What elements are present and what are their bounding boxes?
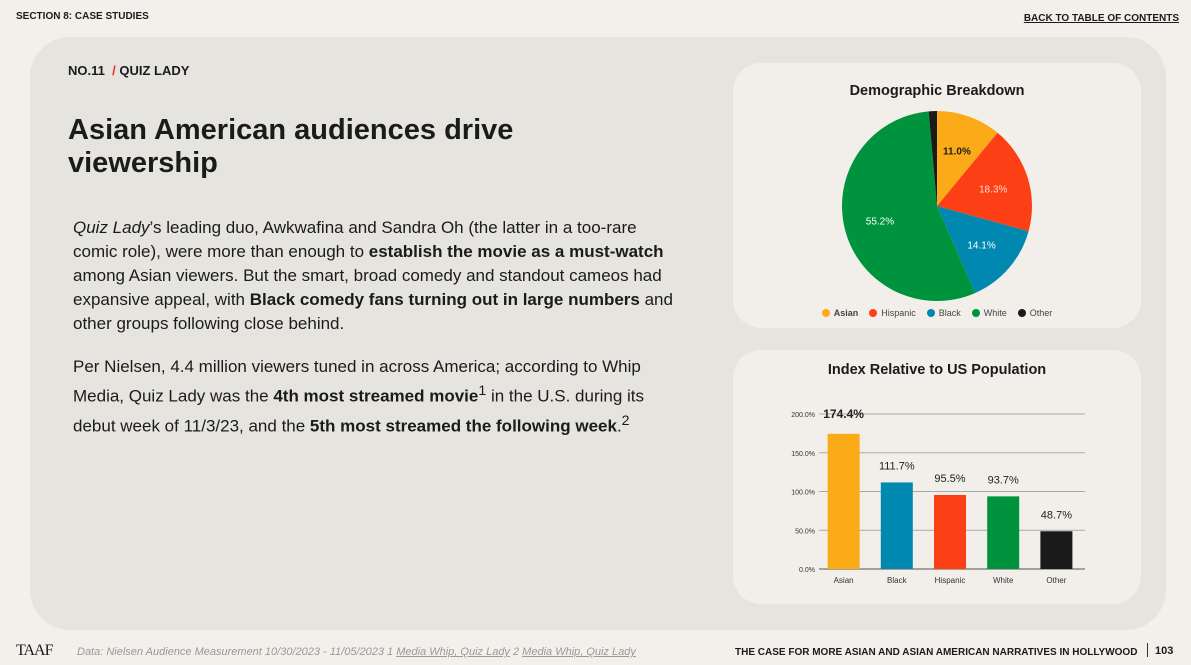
legend-label: Hispanic [881, 308, 916, 318]
text: Per Nielsen, 4.4 million viewers tuned i… [73, 357, 641, 406]
legend-item: Hispanic [869, 308, 916, 318]
source-link-2[interactable]: Media Whip, Quiz Lady [522, 646, 636, 658]
pie-chart-title: Demographic Breakdown [849, 83, 1025, 99]
x-tick-label: Black [887, 576, 908, 585]
legend-label: White [983, 308, 1007, 318]
case-title: QUIZ LADY [119, 63, 190, 78]
bar-hispanic [934, 494, 966, 569]
pie-label: 55.2% [866, 217, 894, 228]
footer-title: THE CASE FOR MORE ASIAN AND ASIAN AMERIC… [735, 647, 1138, 658]
bar-black [880, 482, 913, 569]
pie-slice-asian [937, 111, 998, 206]
legend-swatch [926, 309, 935, 317]
bar-value-label: 95.5% [934, 473, 965, 485]
text: in the U.S. during its debut week of 11/… [73, 386, 645, 436]
logo: TAAF [16, 642, 53, 659]
pie-label: 18.3% [979, 184, 1007, 195]
paragraph-1: Quiz Lady’s leading duo, Awkwafina and S… [73, 216, 673, 336]
bar-chart-card: Index Relative to US Population 0.0% 50.0… [733, 350, 1141, 604]
page-number: 103 [1155, 645, 1174, 657]
back-to-toc-link[interactable]: BACK TO TABLE OF CONTENTS [1023, 13, 1179, 24]
bar-value-label: 174.4% [823, 407, 864, 421]
divider [1147, 643, 1148, 657]
bar-value-label: 93.7% [988, 474, 1019, 486]
bold-text: Black comedy fans turning out in large n… [249, 290, 640, 309]
legend-swatch [971, 309, 980, 317]
pie-chart: 11.0% 18.3% 14.1% 55.2% [842, 111, 1032, 301]
legend-label: Asian [833, 308, 859, 318]
source-link-1[interactable]: Media Whip, Quiz Lady [396, 646, 510, 658]
pie-slice-other [928, 111, 937, 206]
source-text: 2 [509, 646, 523, 658]
bar-chart: 0.0% 50.0% 100.0% 150.0% 200.0% 174.4% Asian 11… [791, 407, 1085, 585]
bar-chart-title: Index Relative to US Population [827, 362, 1047, 378]
section-label: SECTION 8: CASE STUDIES [16, 11, 149, 22]
y-tick-label: 150.0% [791, 451, 815, 458]
bold-text: 4th most streamed movie [273, 386, 479, 406]
bar-other [1040, 531, 1073, 569]
x-tick-label: Asian [834, 576, 854, 585]
movie-title: Quiz Lady [73, 218, 150, 237]
case-breadcrumb: NO.11 / QUIZ LADY [68, 63, 189, 78]
x-tick-label: White [993, 576, 1014, 585]
pie-chart-card: Demographic Breakdown 11.0% 18.3% 14.1% 55.… [733, 63, 1141, 328]
x-tick-label: Hispanic [935, 576, 966, 585]
source-text: Data: Nielsen Audience Measurement 10/30… [77, 646, 397, 658]
bold-text: establish the movie as a must-watch [368, 242, 664, 261]
y-tick-label: 100.0% [791, 490, 815, 497]
legend-item: Asian [821, 308, 859, 318]
page-title: Asian American audiences drive viewershi… [68, 114, 514, 179]
y-tick-label: 0.0% [799, 567, 815, 574]
pie-legend: Asian Hispanic Black White Other [733, 308, 1141, 318]
bar-value-label: 111.7% [879, 460, 915, 472]
legend-item: White [971, 308, 1007, 318]
pie-label: 11.0% [943, 147, 971, 158]
bar-asian [827, 433, 860, 569]
source-note: Data: Nielsen Audience Measurement 10/30… [77, 646, 636, 658]
x-tick-label: Other [1046, 576, 1066, 585]
legend-swatch [869, 309, 878, 317]
text: among Asian viewers. But the smart, broa… [73, 266, 662, 309]
pie-slice-white [842, 111, 976, 301]
footnote-ref: 1 [478, 383, 487, 399]
case-number: NO.11 [68, 63, 105, 78]
pie-label: 14.1% [967, 241, 995, 252]
legend-swatch [1017, 309, 1026, 317]
bar-value-label: 48.7% [1041, 509, 1072, 521]
text: ’s leading duo, Awkwafina and Sandra Oh … [73, 218, 637, 261]
footnote-ref: 2 [621, 412, 630, 429]
legend-label: Other [1029, 308, 1053, 318]
legend-label: Black [938, 308, 961, 318]
legend-item: Black [926, 308, 961, 318]
y-tick-label: 200.0% [791, 412, 815, 419]
paragraph-2: Per Nielsen, 4.4 million viewers tuned i… [73, 355, 673, 438]
pie-slice-black [937, 206, 1029, 293]
separator: / [112, 63, 116, 78]
y-tick-label: 50.0% [795, 528, 815, 535]
pie-slice-hispanic [937, 132, 1032, 232]
legend-item: Other [1017, 308, 1053, 318]
bold-text: 5th most streamed the following week [309, 416, 617, 436]
text: and other groups following close behind. [73, 290, 673, 333]
text: . [616, 416, 622, 436]
legend-swatch [821, 309, 830, 317]
bar-white [987, 496, 1020, 569]
